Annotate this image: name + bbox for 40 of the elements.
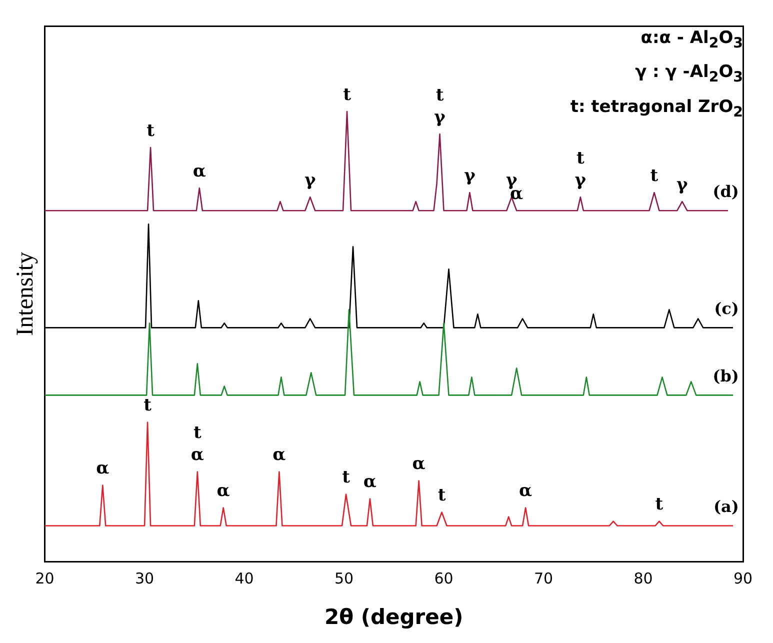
x-tick-label: 70 <box>534 570 554 588</box>
annotation: α <box>192 162 206 182</box>
annotation: γ <box>676 175 689 196</box>
annotation: α <box>96 458 110 479</box>
x-axis-title: 2θ (degree) <box>324 604 464 629</box>
annotation: α <box>412 454 426 474</box>
annotation: t <box>650 166 658 186</box>
annotation: α <box>190 445 204 466</box>
x-tick-label: 50 <box>334 570 354 588</box>
annotation: t <box>655 494 664 515</box>
annotation: t <box>343 84 352 105</box>
annotation: γ <box>574 170 587 191</box>
annotation: α <box>519 481 532 502</box>
x-tick-label: 30 <box>134 570 154 588</box>
annotation: t <box>144 396 152 416</box>
annotation: t <box>342 468 350 488</box>
annotation: γ <box>464 166 476 186</box>
annotation: t <box>576 148 584 169</box>
series-label: (d) <box>712 182 739 201</box>
series-label: (b) <box>712 366 739 386</box>
x-tick-label: 40 <box>234 570 254 588</box>
annotation: γ <box>434 107 446 128</box>
y-axis-title: Intensity <box>12 252 39 336</box>
series-label: (c) <box>714 298 739 318</box>
annotation: α <box>363 472 377 492</box>
annotation: t <box>146 120 155 141</box>
annotation: t <box>438 486 446 506</box>
x-tick-label: 90 <box>733 570 753 588</box>
annotation: t <box>193 423 202 444</box>
series-label: (a) <box>713 496 739 516</box>
annotation: t: tetragonal ZrO$_{2}$ <box>570 96 743 122</box>
x-tick-label: 80 <box>634 570 653 588</box>
annotation: α <box>216 481 230 502</box>
annotation: γ <box>304 170 316 191</box>
x-tick-label: 60 <box>434 570 454 588</box>
text: γ : γ -Al$_{2}$O$_{3}$ <box>634 61 743 88</box>
x-tick-label: 20 <box>35 570 54 588</box>
annotation: α <box>272 445 286 466</box>
text: α:α - Al$_{2}$O$_{3}$ <box>640 27 743 54</box>
annotation: t <box>436 85 444 106</box>
